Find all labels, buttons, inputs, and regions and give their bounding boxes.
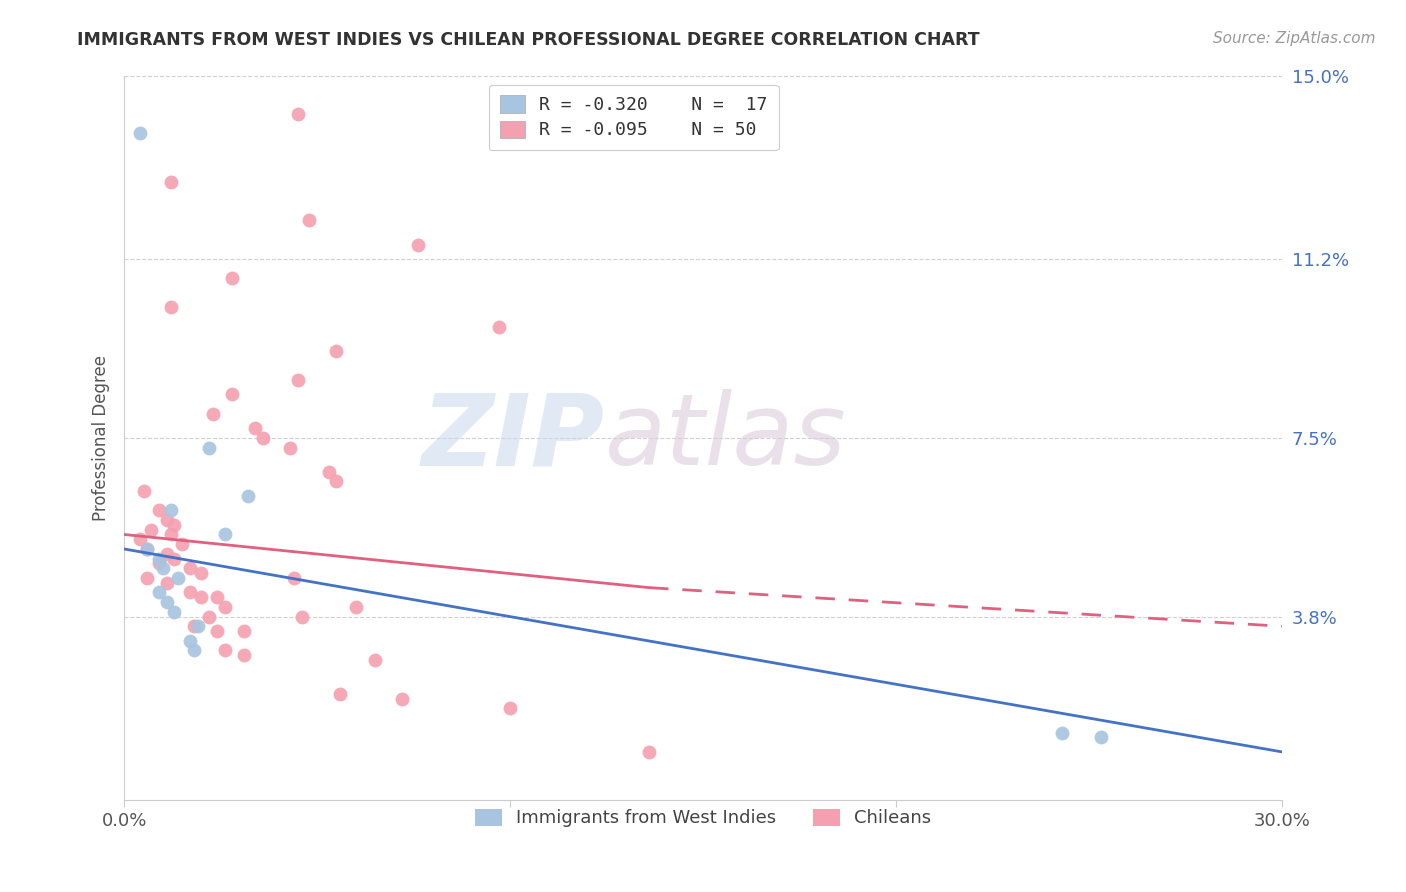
Point	[172, 537, 194, 551]
Point	[391, 691, 413, 706]
Point	[179, 633, 201, 648]
Point	[136, 571, 159, 585]
Point	[205, 624, 228, 639]
Point	[499, 701, 522, 715]
Point	[128, 533, 150, 547]
Point	[318, 465, 340, 479]
Point	[159, 301, 181, 315]
Point	[159, 175, 181, 189]
Text: ZIP: ZIP	[422, 390, 605, 486]
Point	[132, 483, 155, 498]
Point	[252, 431, 274, 445]
Point	[167, 571, 190, 585]
Point	[214, 599, 236, 614]
Point	[291, 609, 314, 624]
Point	[163, 605, 186, 619]
Text: atlas: atlas	[605, 390, 846, 486]
Point	[325, 343, 347, 358]
Y-axis label: Professional Degree: Professional Degree	[93, 355, 110, 521]
Point	[1090, 731, 1112, 745]
Point	[198, 609, 221, 624]
Point	[214, 527, 236, 541]
Point	[159, 527, 181, 541]
Point	[148, 557, 170, 571]
Point	[183, 643, 205, 657]
Point	[298, 213, 321, 227]
Point	[128, 127, 150, 141]
Point	[148, 503, 170, 517]
Point	[190, 591, 212, 605]
Point	[156, 595, 179, 609]
Point	[152, 561, 174, 575]
Point	[201, 407, 224, 421]
Point	[287, 107, 309, 121]
Text: Source: ZipAtlas.com: Source: ZipAtlas.com	[1212, 31, 1375, 46]
Point	[488, 319, 510, 334]
Point	[156, 575, 179, 590]
Point	[156, 513, 179, 527]
Point	[325, 475, 347, 489]
Point	[232, 648, 254, 663]
Point	[136, 541, 159, 556]
Point	[141, 523, 163, 537]
Point	[183, 619, 205, 633]
Point	[159, 503, 181, 517]
Point	[148, 585, 170, 599]
Point	[205, 591, 228, 605]
Point	[232, 624, 254, 639]
Point	[136, 541, 159, 556]
Point	[245, 421, 267, 435]
Point	[638, 745, 661, 759]
Point	[163, 517, 186, 532]
Point	[364, 653, 387, 667]
Text: IMMIGRANTS FROM WEST INDIES VS CHILEAN PROFESSIONAL DEGREE CORRELATION CHART: IMMIGRANTS FROM WEST INDIES VS CHILEAN P…	[77, 31, 980, 49]
Point	[283, 571, 305, 585]
Point	[287, 373, 309, 387]
Point	[236, 489, 259, 503]
Point	[156, 547, 179, 561]
Point	[1050, 725, 1073, 739]
Point	[214, 643, 236, 657]
Point	[329, 687, 352, 701]
Point	[148, 551, 170, 566]
Legend: Immigrants from West Indies, Chileans: Immigrants from West Indies, Chileans	[468, 801, 939, 835]
Point	[344, 599, 367, 614]
Point	[221, 387, 243, 401]
Point	[179, 561, 201, 575]
Point	[278, 441, 301, 455]
Point	[406, 237, 429, 252]
Point	[190, 566, 212, 581]
Point	[198, 441, 221, 455]
Point	[187, 619, 209, 633]
Point	[163, 551, 186, 566]
Point	[221, 271, 243, 285]
Point	[179, 585, 201, 599]
